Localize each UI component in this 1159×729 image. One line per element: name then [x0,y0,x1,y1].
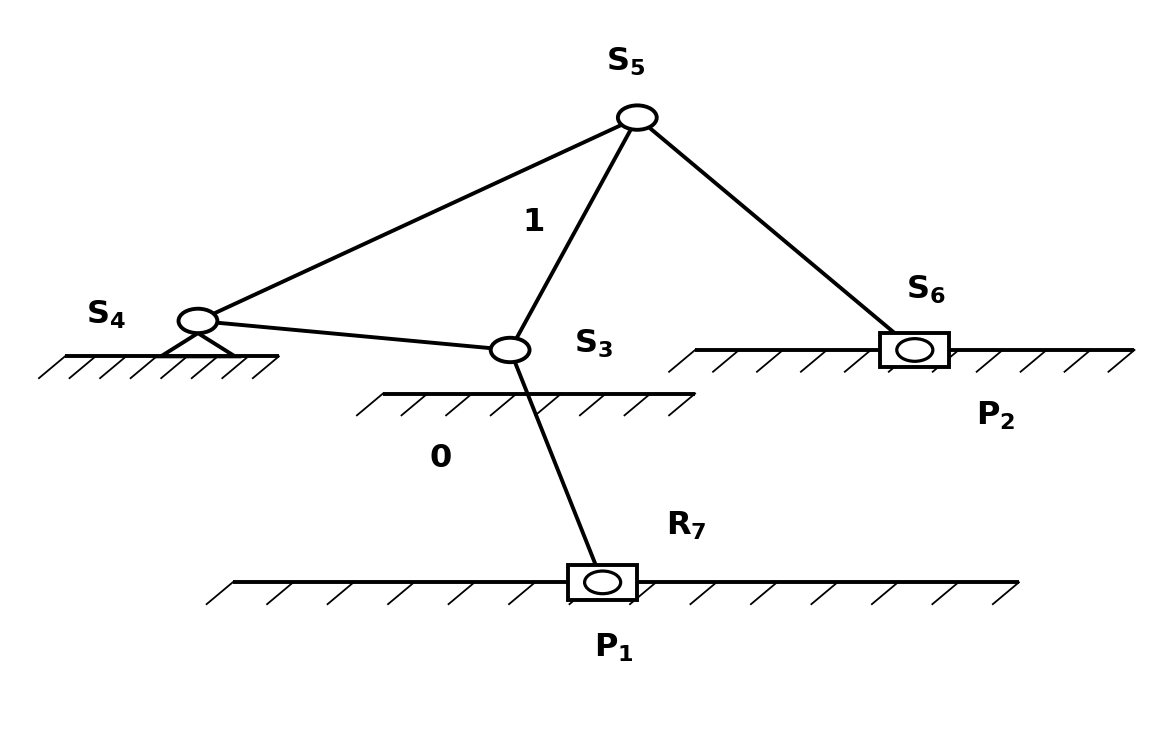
Text: $\mathbf{S_6}$: $\mathbf{S_6}$ [906,274,946,306]
Text: $\mathbf{P_2}$: $\mathbf{P_2}$ [976,399,1015,432]
FancyBboxPatch shape [880,332,949,367]
Text: $\mathbf{S_4}$: $\mathbf{S_4}$ [86,299,126,331]
Circle shape [178,308,218,333]
Text: $\mathbf{S_5}$: $\mathbf{S_5}$ [606,45,646,78]
Text: $\mathbf{R_7}$: $\mathbf{R_7}$ [666,510,707,542]
Text: 1: 1 [522,207,545,238]
Circle shape [490,338,530,362]
Text: $\mathbf{S_3}$: $\mathbf{S_3}$ [574,328,613,360]
Text: 0: 0 [430,443,452,475]
Circle shape [584,571,621,593]
Circle shape [618,106,657,130]
Text: $\mathbf{P_1}$: $\mathbf{P_1}$ [595,632,634,664]
FancyBboxPatch shape [568,565,637,600]
Circle shape [897,339,933,362]
